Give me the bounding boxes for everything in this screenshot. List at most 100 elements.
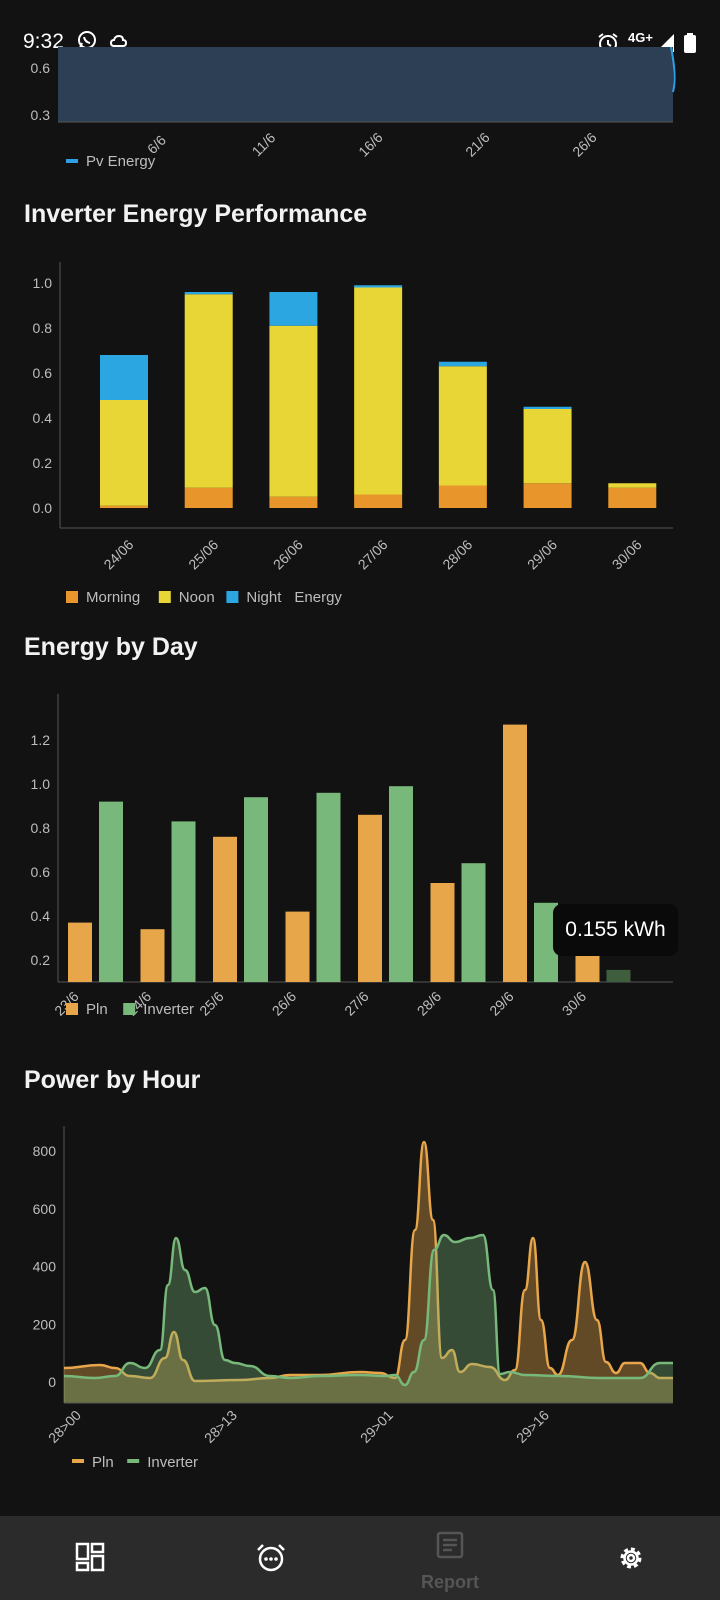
day-x-tick: 27/6 (341, 988, 372, 1019)
hour-y-tick: 800 (33, 1143, 57, 1159)
inverter-energy-chart: 0.0 0.2 0.4 0.6 0.8 1.0 24/06 25/06 26/06 27/06 28… (33, 262, 673, 606)
hour-legend-swatch (127, 1459, 140, 1463)
inv-bar-morning (100, 505, 148, 508)
network-label: 4G+ (628, 30, 653, 45)
day-bar-pln (503, 724, 527, 982)
hour-area-inverter (64, 1235, 673, 1403)
alarm-more-icon (257, 1544, 285, 1572)
inv-legend-swatch (158, 591, 171, 603)
hour-y-tick: 0 (48, 1374, 56, 1390)
inv-y-tick: 0.8 (33, 320, 53, 336)
power-by-hour-chart: 0 200 400 600 800 28>00 28>13 29>01 29>16 Pln Inve… (33, 1126, 673, 1471)
bottom-navigation: Report (0, 1516, 720, 1600)
day-bar-inverter (389, 786, 413, 982)
inv-y-tick: 1.0 (33, 275, 53, 291)
hour-x-tick: 28>13 (201, 1407, 240, 1446)
inv-bar-night (523, 406, 572, 409)
status-time: 9:32 (23, 30, 64, 53)
pv-area (58, 47, 673, 122)
hour-legend-label: Pln (92, 1454, 114, 1471)
nav-report[interactable]: Report (390, 1516, 510, 1600)
day-legend-label: Inverter (143, 1001, 194, 1018)
dashboard-icon (75, 1542, 105, 1572)
day-y-tick: 0.4 (31, 908, 51, 924)
nav-dashboard[interactable] (30, 1516, 150, 1600)
pv-legend-swatch (66, 159, 78, 163)
hour-x-tick: 29>16 (513, 1407, 552, 1446)
hour-y-tick: 600 (33, 1201, 57, 1217)
day-legend-swatch (123, 1003, 136, 1015)
pv-x-tick: 26/6 (569, 129, 600, 160)
inv-y-tick: 0.6 (33, 365, 53, 381)
inv-legend-swatch (226, 591, 239, 603)
nav-report-label: Report (421, 1572, 479, 1592)
day-legend-swatch (66, 1003, 78, 1015)
day-bar-pln (68, 922, 92, 982)
inv-bar-noon (100, 400, 148, 506)
inv-bar-night (269, 292, 318, 326)
day-bar-inverter (99, 801, 123, 982)
pv-energy-chart: 0.60.36/6 11/6 16/6 21/6 26/6Pv Energy (31, 46, 676, 170)
day-legend-label: Pln (86, 1001, 108, 1018)
settings-icon (620, 1547, 642, 1569)
inv-bar-night (100, 355, 148, 400)
inv-bar-noon (354, 287, 403, 495)
day-bar-pln (285, 911, 310, 982)
energy-by-day-chart: 0.20.40.60.81.01.223/624/625/626/627/628… (31, 694, 673, 1019)
inv-x-tick: 28/06 (439, 536, 475, 572)
inv-bar-night (438, 361, 487, 367)
inv-x-tick: 26/06 (270, 536, 306, 572)
nav-alarms[interactable] (210, 1516, 330, 1600)
inv-legend-label: Night (246, 589, 282, 606)
inv-bar-noon (269, 325, 318, 497)
day-y-tick: 0.8 (31, 820, 51, 836)
hour-y-tick: 200 (33, 1316, 57, 1332)
cloud-icon (110, 34, 128, 47)
inv-bar-morning (438, 485, 487, 508)
day-bar-inverter (461, 863, 486, 982)
inv-bar-morning (523, 483, 572, 508)
day-bar-inverter (244, 797, 268, 982)
hour-legend-label: Inverter (147, 1454, 198, 1471)
day-x-tick: 29/6 (486, 988, 517, 1019)
power-by-hour-title: Power by Hour (24, 1066, 201, 1094)
inv-bar-morning (608, 487, 657, 508)
inv-x-tick: 29/06 (524, 536, 560, 572)
inv-legend-extra: Energy (294, 589, 342, 606)
inv-y-tick: 0.0 (33, 500, 53, 516)
inv-bar-noon (184, 294, 233, 488)
day-x-tick: 28/6 (414, 988, 445, 1019)
pv-x-tick: 21/6 (462, 129, 493, 160)
day-bar-pln (358, 814, 382, 982)
inv-bar-morning (184, 487, 233, 508)
inv-legend-label: Morning (86, 589, 140, 606)
pv-y-tick: 0.3 (31, 107, 51, 123)
nav-settings[interactable] (570, 1516, 690, 1600)
inv-bar-morning (354, 494, 403, 508)
energy-by-day-title: Energy by Day (24, 633, 198, 661)
pv-line (670, 46, 676, 93)
chart-tooltip: 0.155 kWh (553, 904, 678, 956)
pv-legend-label: Pv Energy (86, 153, 156, 170)
inv-bar-night (354, 285, 403, 288)
day-bar-pln (213, 836, 237, 982)
inv-y-tick: 0.2 (33, 455, 53, 471)
hour-legend-swatch (72, 1459, 84, 1463)
battery-icon (684, 33, 696, 53)
inv-x-tick: 27/06 (355, 536, 391, 572)
inv-y-tick: 0.4 (33, 410, 53, 426)
pv-x-tick: 16/6 (355, 129, 386, 160)
day-y-tick: 0.6 (31, 864, 51, 880)
day-x-tick: 25/6 (196, 988, 227, 1019)
day-x-tick: 26/6 (269, 988, 300, 1019)
day-bar-pln (430, 883, 455, 982)
day-x-tick: 30/6 (559, 988, 590, 1019)
day-y-tick: 1.2 (31, 732, 51, 748)
day-bar-inverter (606, 969, 631, 982)
inv-x-tick: 25/06 (185, 536, 221, 572)
day-y-tick: 0.2 (31, 952, 51, 968)
hour-line-inverter (63, 1233, 673, 1387)
day-bar-inverter (171, 821, 196, 982)
day-bar-inverter (316, 792, 341, 982)
inv-bar-morning (269, 496, 318, 508)
